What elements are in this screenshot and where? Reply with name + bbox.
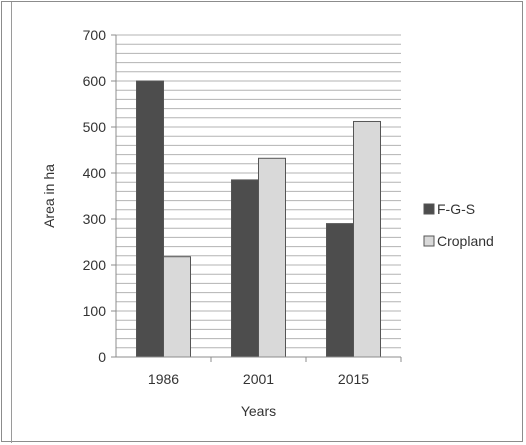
y-tick-label: 700	[83, 27, 107, 43]
bar-f-g-s-2001	[231, 179, 259, 358]
bars-group	[136, 80, 381, 358]
legend-label-cropland: Cropland	[437, 233, 494, 249]
bar-cropland-2015	[353, 120, 381, 358]
legend-swatch-cropland	[423, 235, 435, 247]
y-tick-label: 100	[83, 303, 107, 319]
legend-label-f-g-s: F-G-S	[437, 201, 475, 217]
y-axis-title: Area in ha	[41, 164, 57, 228]
bar-f-g-s-1986	[136, 80, 164, 358]
axes-group	[111, 35, 401, 358]
y-tick-label: 300	[83, 211, 107, 227]
bar-f-g-s-2015	[326, 223, 354, 358]
y-tick-label: 0	[98, 349, 106, 365]
x-tick-labels: 1986 2001 2015	[148, 357, 402, 387]
y-tick-label: 500	[83, 119, 107, 135]
left-divider	[11, 2, 12, 443]
legend-swatch-f-g-s	[423, 203, 435, 215]
y-tick-label: 600	[83, 73, 107, 89]
legend: F-G-S Cropland	[423, 201, 494, 249]
bar-cropland-2001	[258, 157, 286, 358]
y-tick-label: 200	[83, 257, 107, 273]
y-tick-label: 400	[83, 165, 107, 181]
x-tick-label: 2015	[338, 371, 369, 387]
x-tick-label: 1986	[148, 371, 179, 387]
x-tick-label: 2001	[243, 371, 274, 387]
y-tick-labels: 0 100 200 300 400 500 600 700	[83, 27, 116, 365]
x-axis-title: Years	[241, 403, 276, 419]
bar-cropland-1986	[163, 256, 191, 358]
